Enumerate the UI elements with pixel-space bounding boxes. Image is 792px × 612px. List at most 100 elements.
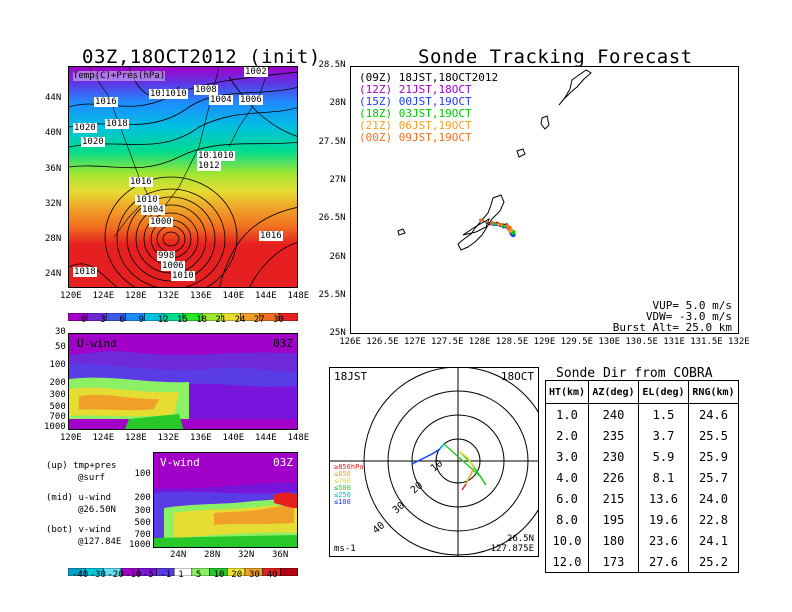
track-lat-label: 28.5N <box>318 60 346 70</box>
polar-lon: 127.875E <box>490 544 534 554</box>
track-series <box>479 218 516 238</box>
map-lat-label: 32N <box>45 199 62 209</box>
map-lon-label: 136E <box>190 291 212 301</box>
uwind-svg <box>69 334 297 429</box>
level-legend-entry: ≤100 <box>334 498 351 506</box>
table-cell: 230 <box>588 446 639 467</box>
isobar-label: 1016 <box>94 97 118 107</box>
table-row: 6.0 215 13.6 24.0 <box>545 488 740 509</box>
wind-colorbar-label: -30 <box>89 570 106 580</box>
wind-colorbar-label: -1 <box>160 570 172 580</box>
vwind-label: V-wind <box>160 456 200 469</box>
table-cell: 4.0 <box>545 467 589 488</box>
colorbar-swatch <box>280 567 299 577</box>
vwind-y-label: 1000 <box>129 540 151 550</box>
level-legend-entry: ≤500 <box>334 484 351 492</box>
table-cell: 19.6 <box>637 509 689 530</box>
table-cell: 3.0 <box>545 446 589 467</box>
vwind-x-label: 32N <box>238 550 255 560</box>
wind-colorbar-label: -20 <box>107 570 124 580</box>
tracking-map-svg <box>397 69 592 251</box>
map-lat-label: 40N <box>45 128 62 138</box>
isobar-label: 1000 <box>149 217 173 227</box>
hodograph <box>411 443 487 491</box>
track-lat-label: 26N <box>329 251 346 262</box>
wind-colorbar <box>67 561 299 577</box>
right-title: Sonde Tracking Forecast <box>418 46 693 68</box>
wind-colorbar-label: 40 <box>266 570 278 580</box>
table-row: 4.0 226 8.1 25.7 <box>545 467 740 488</box>
temp-colorbar-svg <box>67 312 299 322</box>
note-line: (bot) v-wind <box>46 525 112 535</box>
uwind-y-label: 1000 <box>44 422 66 432</box>
table-row: 8.0 195 19.6 22.8 <box>545 509 740 530</box>
isobar-label: 998 <box>157 251 176 261</box>
isobar-label: 1010 <box>135 195 159 205</box>
wind-colorbar-label: -10 <box>125 570 142 580</box>
track-lon-label: 129.5E <box>560 337 594 347</box>
table-cell: 235 <box>588 425 639 446</box>
uwind-y-label: 500 <box>49 402 66 412</box>
wind-colorbar-label: 30 <box>249 570 260 580</box>
temp-colorbar-label: 12 <box>157 315 169 325</box>
vwind-svg <box>154 453 297 547</box>
table-cell: 226 <box>588 467 639 488</box>
uwind-x-label: 148E <box>287 433 310 443</box>
track-lon-label: 127.5E <box>431 337 464 347</box>
table-cell: 13.6 <box>637 488 689 509</box>
temp-pres-map: Temp(C)+Pres(hPa) 1002101421010100810161… <box>68 66 298 288</box>
wind-colorbar-label: -5 <box>142 570 154 580</box>
track-legend-entry: (15Z) 00JST,19OCT <box>359 95 472 108</box>
temp-colorbar-label: 27 <box>253 315 265 325</box>
table-row: 10.0 180 23.6 24.1 <box>545 530 740 551</box>
table-cell: 2.0 <box>545 425 589 446</box>
table-title: Sonde Dir from COBRA <box>556 366 713 381</box>
table-row: 1.0 240 1.5 24.6 <box>545 403 740 425</box>
temp-colorbar-label: 0 <box>81 315 87 325</box>
uwind-x-label: 120E <box>60 433 82 443</box>
track-legend-entry: (09Z) 18JST,18OCT2012 <box>359 71 499 84</box>
track-lon-label: 131.5E <box>690 337 723 347</box>
note-line: @surf <box>78 473 106 483</box>
map-lon-label: 124E <box>92 291 115 301</box>
uwind-x-label: 124E <box>92 433 115 443</box>
track-point <box>490 220 494 224</box>
track-lon-label: 128.5E <box>495 337 529 347</box>
note-line: (up) tmp+pres <box>46 461 117 471</box>
map-lon-label: 148E <box>287 291 310 301</box>
table-cell: 3.7 <box>637 425 689 446</box>
isobar-label: 1016 <box>259 231 283 241</box>
track-legend-entry: (21Z) 06JST,19OCT <box>359 119 472 132</box>
isobar-label: 1020 <box>81 137 105 147</box>
map-lat-label: 28N <box>45 234 62 244</box>
table-header-cell: AZ(deg) <box>588 380 639 404</box>
uwind-label: U-wind <box>77 337 117 350</box>
table-cell: 25.5 <box>687 425 740 446</box>
track-lon-label: 131E <box>663 337 685 347</box>
table-row: 2.0 235 3.7 25.5 <box>545 425 740 446</box>
level-legend-entry: ≤700 <box>334 477 351 485</box>
uwind-y-label: 700 <box>49 412 66 422</box>
isobar-label: 1006 <box>239 95 263 105</box>
temp-colorbar-label: 3 <box>100 315 106 325</box>
temp-colorbar-label: 9 <box>138 315 145 325</box>
track-lon-label: 126.5E <box>366 337 399 347</box>
vwind-y-label: 100 <box>134 469 151 479</box>
isobar-label: 1018 <box>105 119 129 129</box>
track-param: VUP= 5.0 m/s <box>652 299 732 312</box>
wind-colorbar-label: 10 <box>213 570 225 580</box>
isobar-label: 1008 <box>194 85 218 95</box>
table-cell: 8.0 <box>545 509 589 530</box>
track-lon-label: 127E <box>404 337 426 347</box>
wind-colorbar-label: 1 <box>178 570 184 580</box>
track-legend-entry: (18Z) 03JST,19OCT <box>359 107 472 120</box>
table-cell: 173 <box>588 551 639 573</box>
uwind-x-label: 140E <box>222 433 245 443</box>
isobar-label: 1014 <box>149 89 173 99</box>
isobar-label: 1010 <box>211 151 235 161</box>
table-cell: 24.1 <box>687 530 740 551</box>
table-header-row: HT(km) AZ(deg) EL(deg) RNG(km) <box>545 380 740 404</box>
table-cell: 215 <box>588 488 639 509</box>
vwind-y-label: 200 <box>134 493 151 503</box>
